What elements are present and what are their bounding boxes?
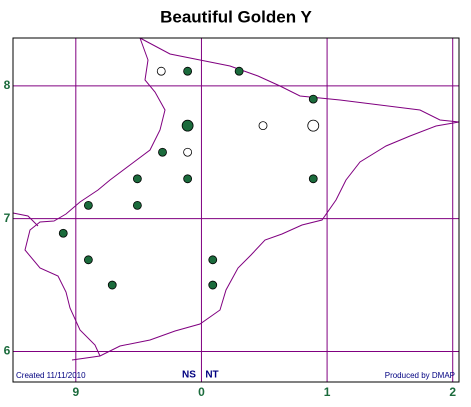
record-dot <box>132 200 142 210</box>
y-tick-label: 8 <box>4 78 11 92</box>
x-tick-label: 2 <box>449 385 456 399</box>
y-tick-label: 6 <box>4 344 11 358</box>
record-dot <box>83 200 93 210</box>
record-dot <box>156 66 166 76</box>
record-dot <box>107 280 117 290</box>
credit: Produced by DMAP <box>385 371 455 380</box>
record-dot <box>258 121 268 131</box>
record-dot <box>183 66 193 76</box>
title: Beautiful Golden Y <box>160 7 312 26</box>
record-dot <box>183 147 193 157</box>
record-dot <box>183 174 193 184</box>
record-dot <box>208 255 218 265</box>
record-dot <box>83 255 93 265</box>
record-dot <box>132 174 142 184</box>
x-tick-label: 9 <box>72 385 79 399</box>
records <box>58 66 320 290</box>
map-frame <box>12 37 460 383</box>
record-dot <box>308 94 318 104</box>
record-dot <box>234 66 244 76</box>
record-dot <box>181 119 194 132</box>
created-note: Created 11/11/2010 <box>16 371 86 380</box>
record-dot <box>158 147 167 157</box>
record-dot <box>208 280 218 290</box>
record-dot <box>308 174 318 184</box>
grid <box>13 38 459 382</box>
square-label: NT <box>205 370 218 381</box>
y-tick-label: 7 <box>4 211 11 225</box>
record-dot <box>58 228 68 238</box>
coastline <box>12 37 460 361</box>
x-tick-label: 0 <box>198 385 205 399</box>
x-tick-label: 1 <box>324 385 331 399</box>
record-dot <box>307 119 320 132</box>
square-label: NS <box>182 370 196 381</box>
